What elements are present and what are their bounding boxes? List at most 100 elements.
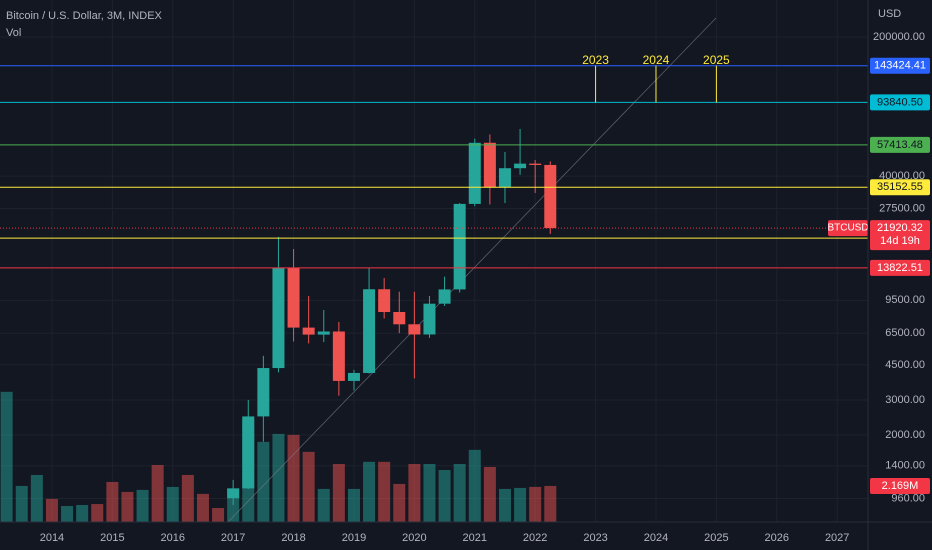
price-countdown: 14d 19h xyxy=(880,235,920,247)
volume-bar xyxy=(438,469,451,522)
volume-bar xyxy=(0,391,13,522)
volume-bar xyxy=(91,504,104,522)
volume-bar xyxy=(272,433,285,522)
level-label: 143424.41 xyxy=(874,60,926,72)
volume-bar xyxy=(408,463,421,522)
volume-bar xyxy=(378,461,391,522)
symbol-label: BTCUSD xyxy=(827,223,868,234)
x-tick-label: 2024 xyxy=(644,532,668,544)
annotation-text: 2023 xyxy=(582,53,609,67)
x-tick-label: 2014 xyxy=(40,532,64,544)
volume-bar xyxy=(483,466,496,522)
volume-bar xyxy=(347,488,360,522)
candle-body xyxy=(378,289,391,313)
candle-body xyxy=(302,327,315,335)
volume-bar xyxy=(544,485,557,522)
volume-bar xyxy=(332,463,345,522)
level-box xyxy=(870,259,930,276)
level-box xyxy=(870,136,930,153)
y-tick-label: 27500.00 xyxy=(879,202,925,214)
candle-body xyxy=(272,267,285,369)
x-tick-label: 2026 xyxy=(765,532,789,544)
price-box xyxy=(870,220,930,251)
x-tick-label: 2016 xyxy=(161,532,185,544)
candle-body xyxy=(483,142,496,188)
y-tick-label: 4500.00 xyxy=(885,359,925,371)
level-box xyxy=(870,57,930,74)
candle-body xyxy=(332,331,345,381)
candle-body xyxy=(423,303,436,335)
candle-body xyxy=(529,163,542,165)
candle-body xyxy=(438,289,451,304)
x-tick-label: 2019 xyxy=(342,532,366,544)
y-tick-label: 200000.00 xyxy=(873,31,925,43)
candle-body xyxy=(544,164,557,229)
volume-bar xyxy=(61,506,74,522)
volume-bar xyxy=(529,486,542,522)
volume-bar xyxy=(212,508,225,522)
volume-bar xyxy=(45,498,58,522)
symbol-tag xyxy=(828,220,868,237)
y-axis-label: USD xyxy=(878,8,901,20)
volume-bar xyxy=(393,483,406,522)
volume-bar xyxy=(76,505,89,522)
x-tick-label: 2015 xyxy=(100,532,124,544)
level-label: 35152.55 xyxy=(877,181,923,193)
level-label: 57413.48 xyxy=(877,139,923,151)
volume-bar xyxy=(514,487,527,522)
y-tick-label: 2000.00 xyxy=(885,429,925,441)
volume-bar xyxy=(287,434,300,522)
y-tick-label: 3000.00 xyxy=(885,394,925,406)
candle-body xyxy=(453,203,466,290)
volume-bar xyxy=(423,463,436,522)
candle-body xyxy=(468,142,481,204)
candle-body xyxy=(317,331,330,335)
volume-bar xyxy=(166,486,179,522)
volume-bar xyxy=(453,463,466,522)
volume-bar xyxy=(317,488,330,522)
candle-body xyxy=(257,368,270,417)
volume-bar xyxy=(30,474,43,522)
level-box xyxy=(870,94,930,111)
candle-body xyxy=(242,416,255,489)
volume-bar xyxy=(151,464,164,522)
annotation-text: 2025 xyxy=(703,53,730,67)
x-tick-label: 2022 xyxy=(523,532,547,544)
volume-name: Vol xyxy=(6,27,21,39)
chart-title: Bitcoin / U.S. Dollar, 3M, INDEX xyxy=(6,10,163,22)
volume-box xyxy=(870,477,930,494)
level-label: 13822.51 xyxy=(877,262,923,274)
volume-bar xyxy=(363,461,376,522)
candle-body xyxy=(227,488,240,499)
volume-bar xyxy=(136,489,149,522)
volume-bar xyxy=(121,491,134,522)
x-tick-label: 2018 xyxy=(281,532,305,544)
annotation-text: 2024 xyxy=(643,53,670,67)
y-tick-label: 960.00 xyxy=(891,492,925,504)
x-tick-label: 2021 xyxy=(463,532,487,544)
volume-bar xyxy=(498,488,511,522)
level-box xyxy=(870,179,930,196)
candle-body xyxy=(393,312,406,325)
x-tick-label: 2017 xyxy=(221,532,245,544)
level-label: 93840.50 xyxy=(877,96,923,108)
x-tick-label: 2025 xyxy=(704,532,728,544)
y-tick-label: 6500.00 xyxy=(885,327,925,339)
volume-bar xyxy=(302,451,315,522)
x-tick-label: 2027 xyxy=(825,532,849,544)
price-value: 21920.32 xyxy=(877,222,923,234)
candle-body xyxy=(347,372,360,381)
volume-bar xyxy=(257,441,270,522)
volume-bar xyxy=(106,481,119,522)
volume-bar xyxy=(196,493,209,522)
x-tick-label: 2023 xyxy=(583,532,607,544)
candle-body xyxy=(498,168,511,188)
x-tick-label: 2020 xyxy=(402,532,426,544)
candle-body xyxy=(514,163,527,169)
volume-bar xyxy=(468,449,481,522)
y-tick-label: 9500.00 xyxy=(885,294,925,306)
candle-body xyxy=(363,289,376,373)
volume-bar xyxy=(15,485,28,522)
